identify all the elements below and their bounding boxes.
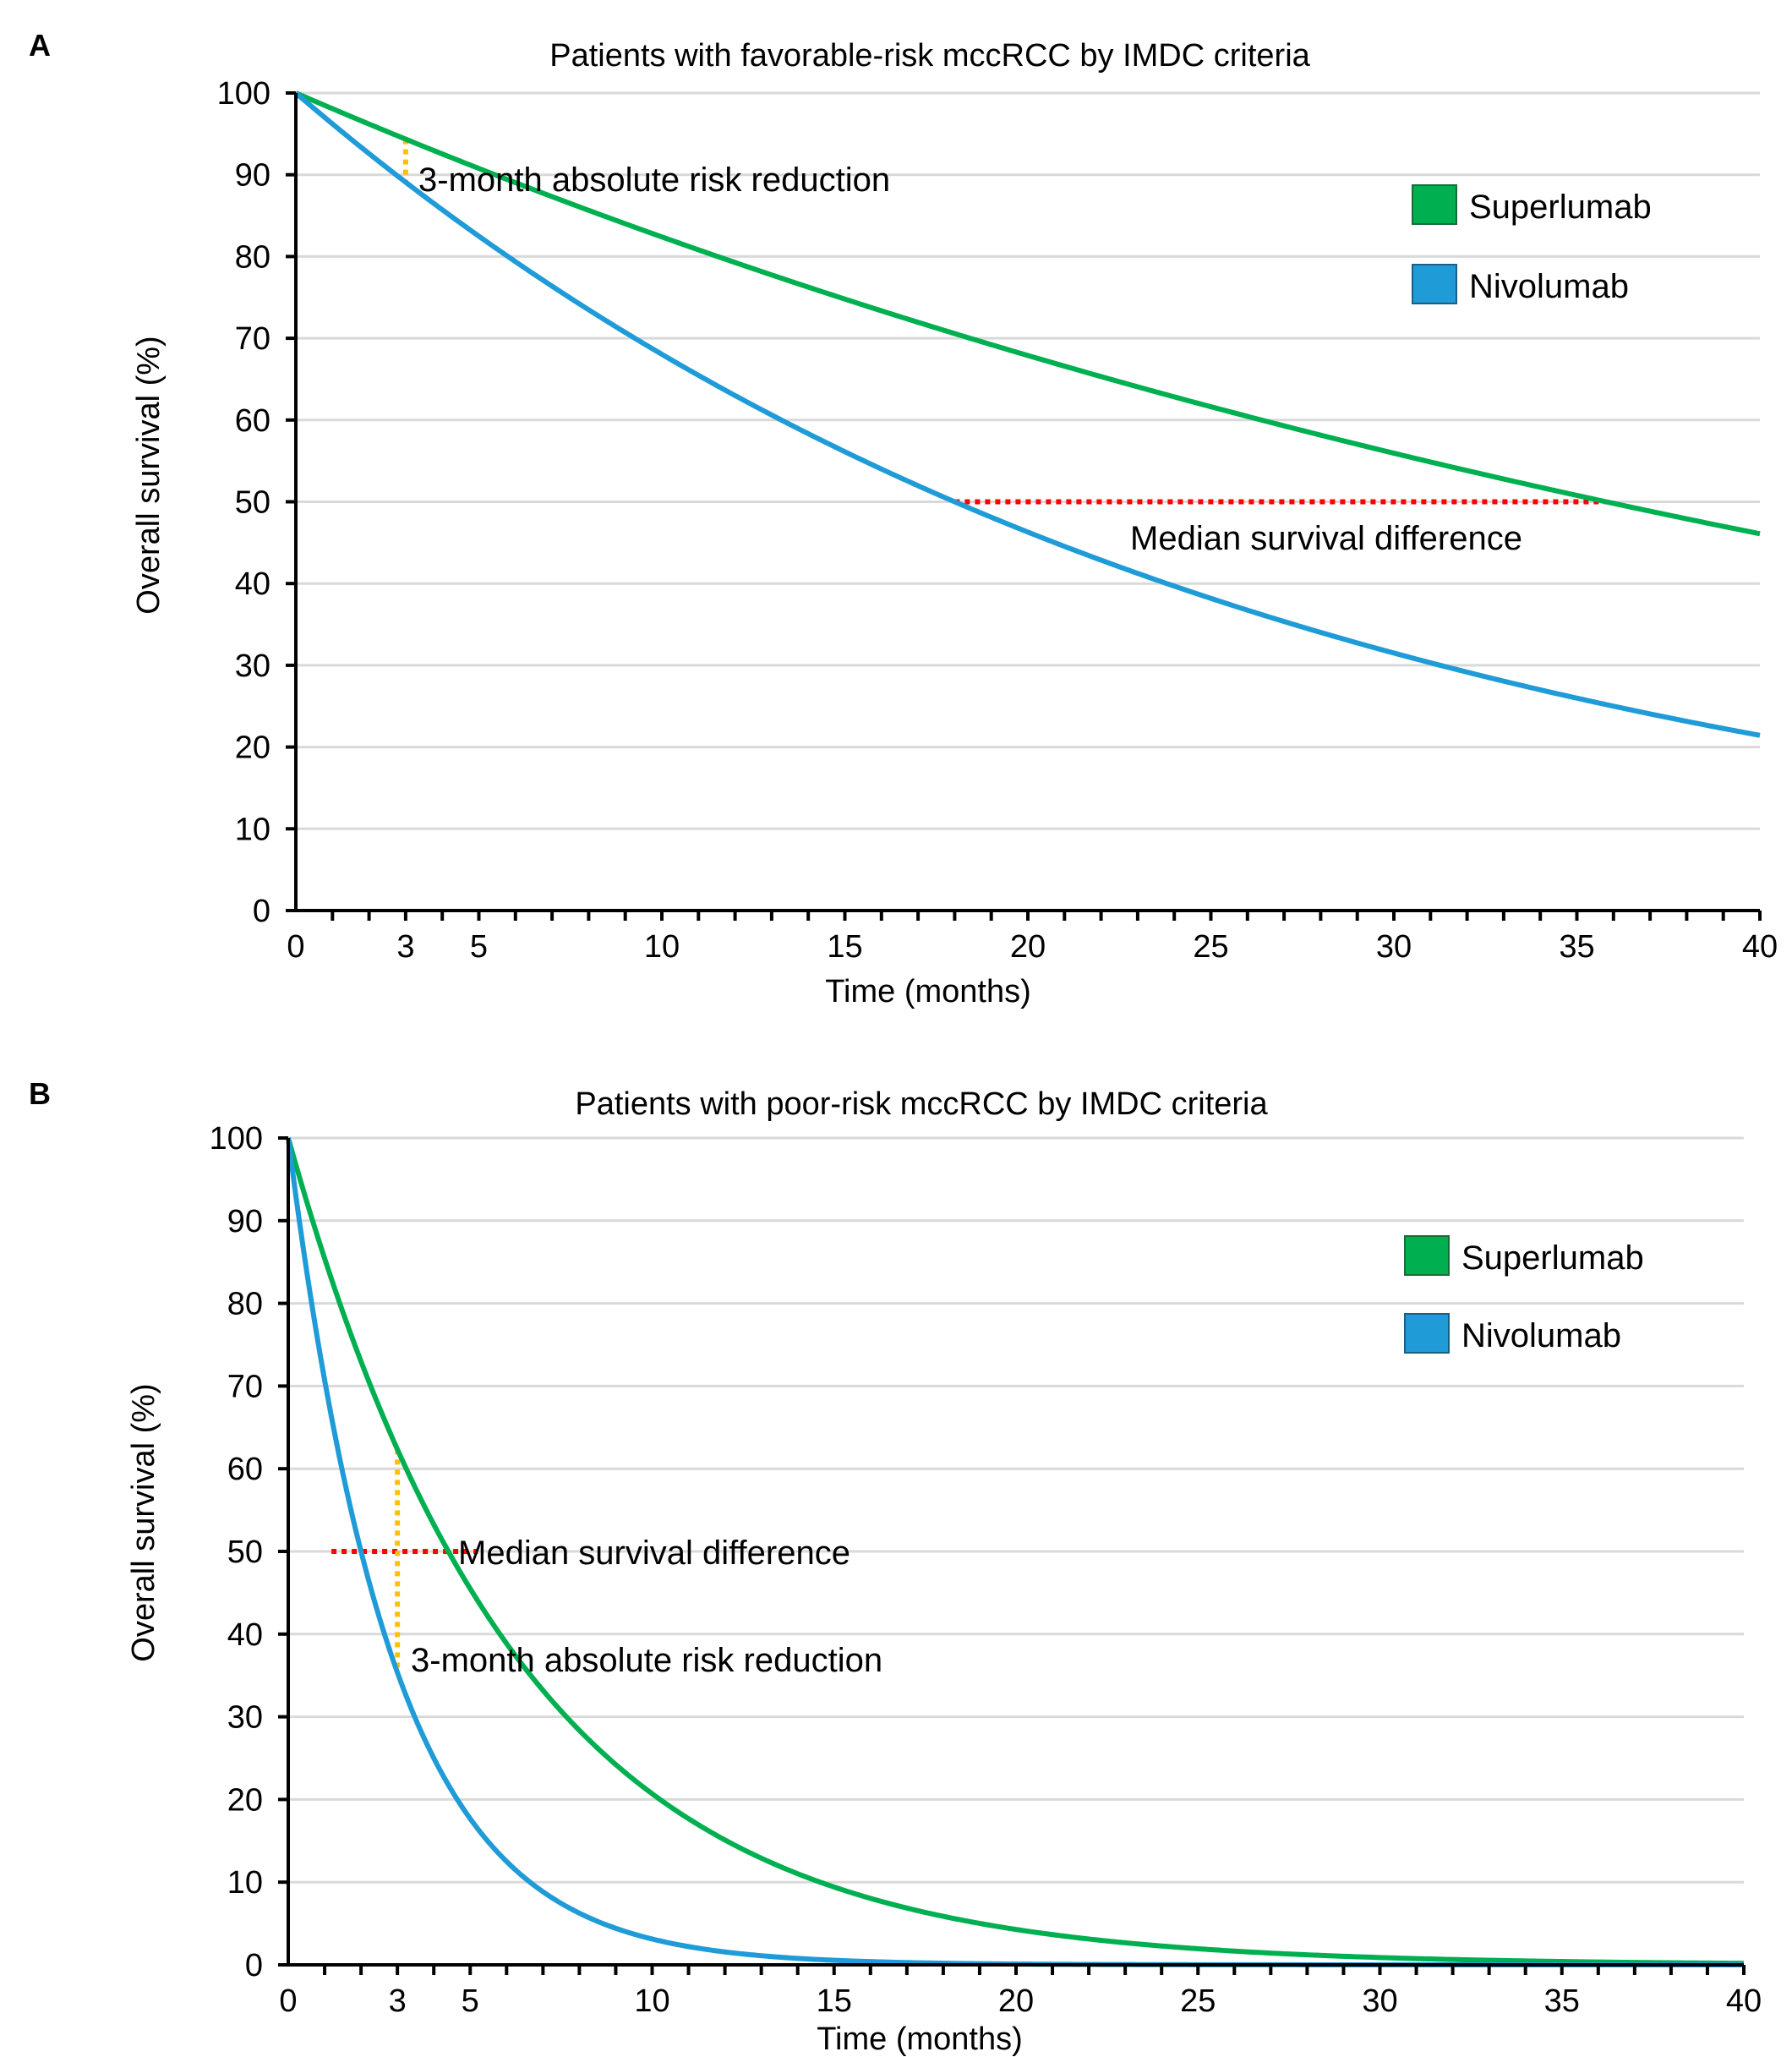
x-tick-label: 15	[827, 929, 862, 965]
reference-lines	[402, 139, 1607, 505]
y-tick-label: 70	[227, 1369, 263, 1404]
x-tick-label: 5	[470, 929, 488, 965]
x-tick-label: 25	[1193, 929, 1228, 965]
y-tick-label: 30	[235, 648, 270, 684]
legend-label-superlumab: Superlumab	[1461, 1239, 1644, 1277]
y-tick-label: 50	[227, 1535, 263, 1570]
y-tick-label: 10	[227, 1865, 263, 1901]
x-tick-label: 30	[1376, 929, 1412, 965]
x-tick-label: 20	[1010, 929, 1046, 965]
legend-label-superlumab: Superlumab	[1469, 189, 1652, 226]
x-tick-label: 30	[1362, 1983, 1397, 2019]
y-tick-label: 20	[227, 1782, 263, 1818]
x-tick-label: 15	[817, 1983, 852, 2019]
series-line-superlumab	[286, 1137, 1745, 1967]
legend: Superlumab Nivolumab	[1404, 1235, 1644, 1354]
x-tick-label: 35	[1559, 929, 1594, 965]
legend-swatch-nivolumab	[1404, 1313, 1450, 1354]
legend-label-nivolumab: Nivolumab	[1469, 268, 1629, 305]
x-tick-label: 40	[1742, 929, 1778, 965]
x-tick-label: 40	[1726, 1983, 1762, 2019]
y-tick-label: 60	[227, 1452, 263, 1487]
x-tick-label: 25	[1180, 1983, 1216, 2019]
y-tick-label: 60	[235, 403, 270, 439]
y-tick-label: 40	[235, 566, 270, 602]
x-tick-label: 3	[389, 1983, 407, 2019]
x-tick-label: 0	[287, 929, 304, 965]
x-axis-title: Time (months)	[817, 2021, 1023, 2057]
series-line-superlumab	[294, 90, 1761, 537]
legend-swatch-superlumab	[1404, 1235, 1450, 1276]
median-difference-label: Median survival difference	[1130, 520, 1522, 557]
y-tick-label: 20	[235, 730, 270, 766]
axes	[286, 91, 1762, 921]
y-tick-label: 90	[227, 1204, 263, 1239]
panel-b: B Patients with poor-risk mccRCC by IMDC…	[29, 1076, 1762, 2057]
y-tick-label: 40	[227, 1617, 263, 1653]
x-axis-title: Time (months)	[825, 974, 1031, 1009]
x-tick-label: 3	[396, 929, 414, 965]
y-tick-label: 50	[235, 485, 270, 521]
x-tick-label: 20	[998, 1983, 1034, 2019]
y-tick-label: 100	[217, 76, 270, 112]
y-tick-label: 80	[227, 1287, 263, 1322]
risk-reduction-label: 3-month absolute risk reduction	[418, 161, 890, 199]
y-tick-label: 80	[235, 239, 270, 275]
legend-swatch-superlumab	[1412, 184, 1457, 225]
chart-title: Patients with favorable-risk mccRCC by I…	[549, 38, 1310, 74]
risk-reduction-label: 3-month absolute risk reduction	[411, 1642, 882, 1679]
x-tick-label: 10	[644, 929, 680, 965]
y-tick-label: 0	[253, 894, 270, 929]
x-tick-label: 5	[462, 1983, 479, 2019]
y-tick-label: 70	[235, 321, 270, 357]
panel-letter: B	[29, 1076, 51, 1111]
y-axis-title: Overall survival (%)	[131, 336, 167, 614]
axes	[278, 1136, 1746, 1975]
y-tick-label: 90	[235, 158, 270, 194]
chart-title: Patients with poor-risk mccRCC by IMDC c…	[575, 1086, 1268, 1122]
legend-swatch-nivolumab	[1412, 264, 1457, 304]
legend-label-nivolumab: Nivolumab	[1461, 1317, 1621, 1354]
median-difference-label: Median survival difference	[458, 1535, 850, 1572]
y-axis-title: Overall survival (%)	[126, 1383, 161, 1661]
y-tick-label: 30	[227, 1700, 263, 1736]
panel-letter: A	[29, 28, 51, 63]
legend: Superlumab Nivolumab	[1412, 184, 1652, 305]
panel-a: A Patients with favorable-risk mccRCC by…	[29, 28, 1778, 1009]
series-line-nivolumab	[294, 90, 1761, 738]
y-tick-label: 10	[235, 812, 270, 847]
reference-lines	[331, 1449, 478, 1673]
y-tick-label: 0	[245, 1948, 263, 1983]
x-tick-label: 0	[279, 1983, 297, 2019]
x-tick-label: 35	[1544, 1983, 1580, 2019]
x-tick-label: 10	[634, 1983, 669, 2019]
y-tick-label: 100	[210, 1121, 263, 1157]
series-lines	[294, 90, 1761, 738]
